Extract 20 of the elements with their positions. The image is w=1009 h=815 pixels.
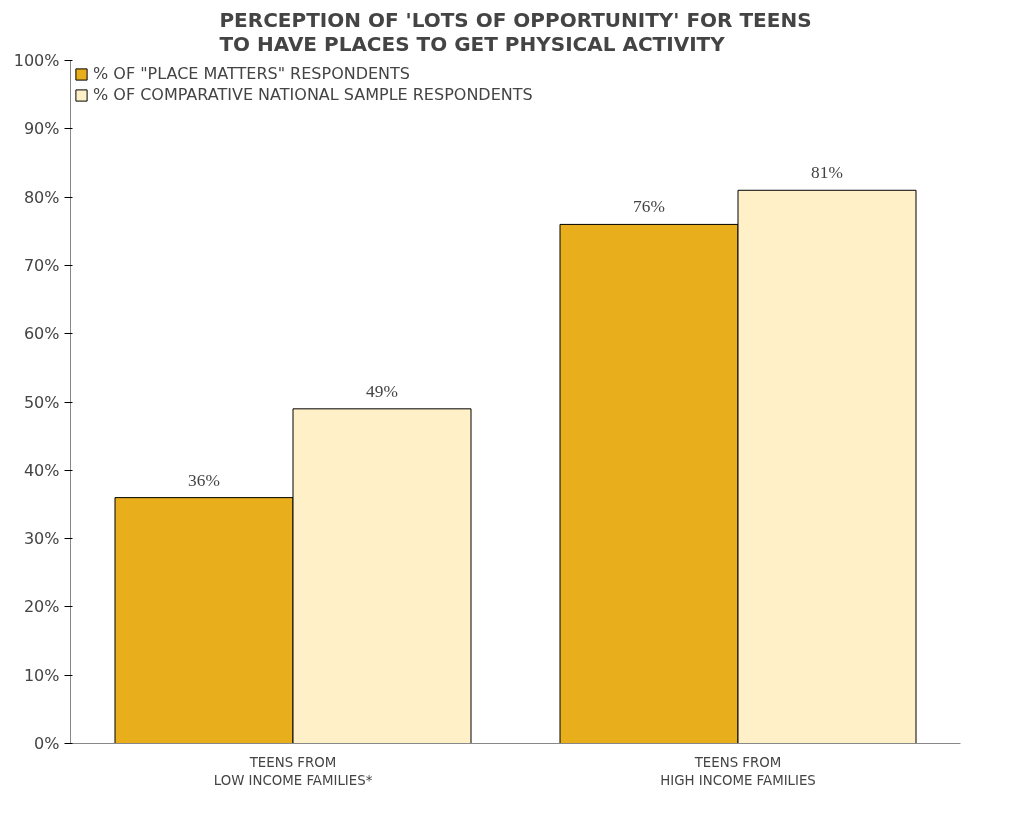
y-tick-label: 20% xyxy=(23,597,60,617)
y-tick-label: 100% xyxy=(13,51,60,70)
y-tick-label: 60% xyxy=(23,324,60,344)
chart-title: PERCEPTION OF 'LOTS OF OPPORTUNITY' FOR TEENS TO HAVE PLACES TO GET PHYSICAL ACTIVITY xyxy=(219,7,812,56)
x-tick-label: TEENS FROM HIGH INCOME FAMILIES xyxy=(660,754,816,788)
legend-label: % OF COMPARATIVE NATIONAL SAMPLE RESPONDENTS xyxy=(93,85,533,104)
data-label: 76% xyxy=(633,197,665,217)
data-label: 36% xyxy=(188,470,220,490)
data-label: 49% xyxy=(366,381,398,401)
x-tick-label: TEENS FROM LOW INCOME FAMILIES* xyxy=(213,754,373,788)
y-tick-label: 50% xyxy=(23,392,60,412)
legend-label: % OF "PLACE MATTERS" RESPONDENTS xyxy=(93,64,411,83)
y-tick-label: 10% xyxy=(23,665,60,685)
y-tick-label: 30% xyxy=(23,529,60,549)
data-label: 81% xyxy=(811,163,843,183)
y-tick-label: 0% xyxy=(34,734,60,753)
y-tick-label: 80% xyxy=(23,187,60,207)
y-tick-label: 40% xyxy=(23,460,60,480)
y-tick-label: 90% xyxy=(23,119,60,139)
y-tick-label: 70% xyxy=(23,255,60,275)
